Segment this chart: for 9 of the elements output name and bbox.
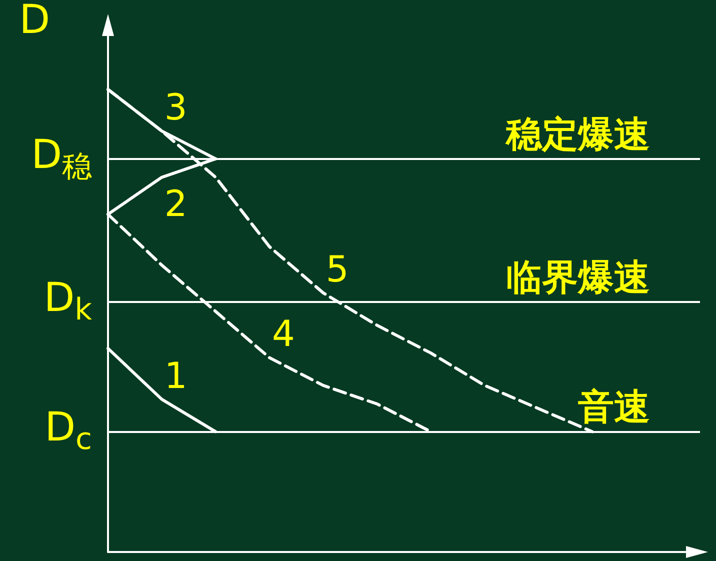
ref-line-label: 临界爆速 bbox=[506, 258, 650, 299]
series-label: 2 bbox=[164, 184, 188, 225]
series-label: 1 bbox=[164, 356, 188, 397]
ref-line-label: 稳定爆速 bbox=[505, 114, 650, 156]
ref-line-label: 音速 bbox=[578, 387, 650, 428]
series-label: 5 bbox=[326, 249, 349, 290]
series-label: 3 bbox=[164, 88, 188, 129]
series-label: 4 bbox=[272, 314, 295, 356]
y-axis-title: D bbox=[19, 0, 50, 43]
